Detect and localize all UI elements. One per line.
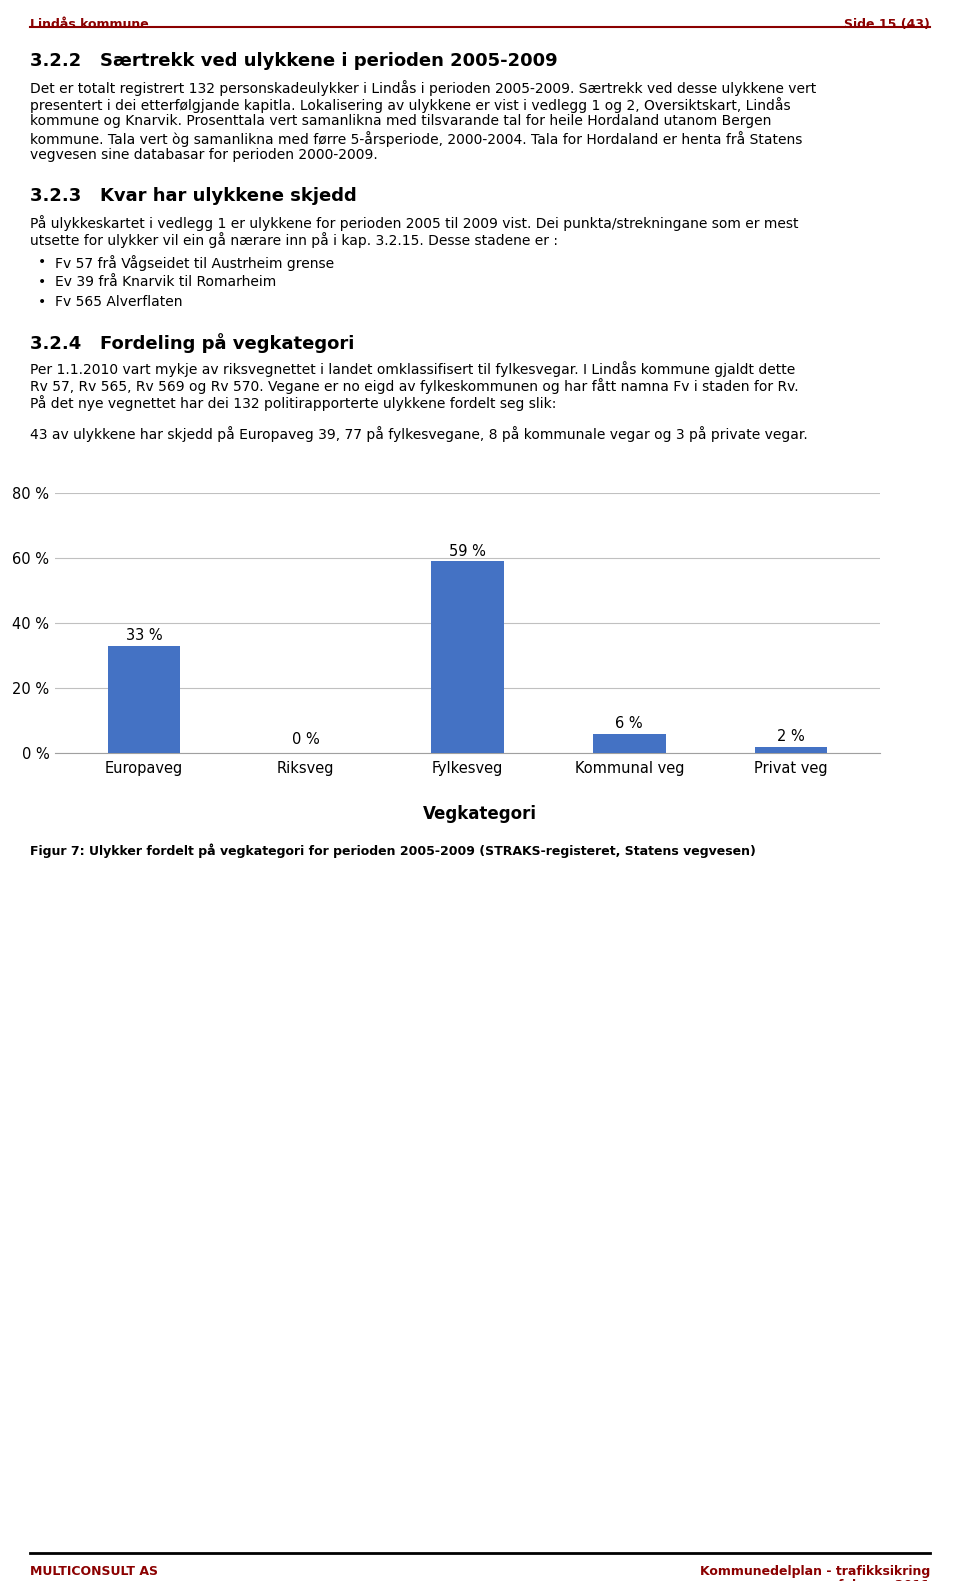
- Text: På ulykkeskartet i vedlegg 1 er ulykkene for perioden 2005 til 2009 vist. Dei pu: På ulykkeskartet i vedlegg 1 er ulykkene…: [30, 215, 799, 231]
- Text: Det er totalt registrert 132 personskadeulykker i Lindås i perioden 2005-2009. S: Det er totalt registrert 132 personskade…: [30, 81, 816, 96]
- Text: Figur 7: Ulykker fordelt på vegkategori for perioden 2005-2009 (STRAKS-registere: Figur 7: Ulykker fordelt på vegkategori …: [30, 843, 756, 857]
- Text: Fv 565 Alverflaten: Fv 565 Alverflaten: [55, 296, 182, 308]
- Text: kommune. Tala vert òg samanlikna med førre 5-årsperiode, 2000-2004. Tala for Hor: kommune. Tala vert òg samanlikna med før…: [30, 131, 803, 147]
- Text: 3.2.2   Særtrekk ved ulykkene i perioden 2005-2009: 3.2.2 Særtrekk ved ulykkene i perioden 2…: [30, 52, 558, 70]
- Text: kommune og Knarvik. Prosenttala vert samanlikna med tilsvarande tal for heile Ho: kommune og Knarvik. Prosenttala vert sam…: [30, 114, 772, 128]
- Text: Lindås kommune: Lindås kommune: [30, 17, 149, 32]
- Text: Ev 39 frå Knarvik til Romarheim: Ev 39 frå Knarvik til Romarheim: [55, 275, 276, 289]
- Bar: [431, 561, 504, 753]
- Text: Per 1.1.2010 vart mykje av riksvegnettet i landet omklassifisert til fylkesvegar: Per 1.1.2010 vart mykje av riksvegnettet…: [30, 360, 795, 376]
- Text: •: •: [38, 275, 46, 289]
- Text: 33 %: 33 %: [126, 628, 162, 643]
- Text: presentert i dei etterfølgjande kapitla. Lokalisering av ulykkene er vist i vedl: presentert i dei etterfølgjande kapitla.…: [30, 96, 791, 112]
- Bar: [593, 734, 665, 753]
- Text: 43 av ulykkene har skjedd på Europaveg 39, 77 på fylkesvegane, 8 på kommunale ve: 43 av ulykkene har skjedd på Europaveg 3…: [30, 425, 807, 443]
- Text: 6 %: 6 %: [615, 716, 643, 730]
- Text: 0 %: 0 %: [292, 732, 320, 748]
- Text: vegvesen sine databasar for perioden 2000-2009.: vegvesen sine databasar for perioden 200…: [30, 149, 377, 161]
- Text: Rv 57, Rv 565, Rv 569 og Rv 570. Vegane er no eigd av fylkeskommunen og har fått: Rv 57, Rv 565, Rv 569 og Rv 570. Vegane …: [30, 378, 799, 394]
- Text: utsette for ulykker vil ein gå nærare inn på i kap. 3.2.15. Desse stadene er :: utsette for ulykker vil ein gå nærare in…: [30, 232, 558, 248]
- Text: 3.2.4   Fordeling på vegkategori: 3.2.4 Fordeling på vegkategori: [30, 334, 354, 353]
- Text: Fv 57 frå Vågseidet til Austrheim grense: Fv 57 frå Vågseidet til Austrheim grense: [55, 255, 334, 270]
- Text: 2 %: 2 %: [778, 729, 804, 745]
- Text: •: •: [38, 296, 46, 308]
- Text: MULTICONSULT AS: MULTICONSULT AS: [30, 1565, 158, 1578]
- Text: 59 %: 59 %: [449, 544, 486, 558]
- Text: På det nye vegnettet har dei 132 politirapporterte ulykkene fordelt seg slik:: På det nye vegnettet har dei 132 politir…: [30, 395, 557, 411]
- Bar: [108, 645, 180, 753]
- Text: •: •: [38, 255, 46, 269]
- Text: Side 15 (43): Side 15 (43): [844, 17, 930, 32]
- Text: 3.2.3   Kvar har ulykkene skjedd: 3.2.3 Kvar har ulykkene skjedd: [30, 187, 357, 206]
- Bar: [755, 746, 828, 753]
- Text: februar 2011: februar 2011: [838, 1579, 930, 1581]
- Text: Kommunedelplan - trafikksikring: Kommunedelplan - trafikksikring: [700, 1565, 930, 1578]
- Text: Vegkategori: Vegkategori: [423, 805, 537, 824]
